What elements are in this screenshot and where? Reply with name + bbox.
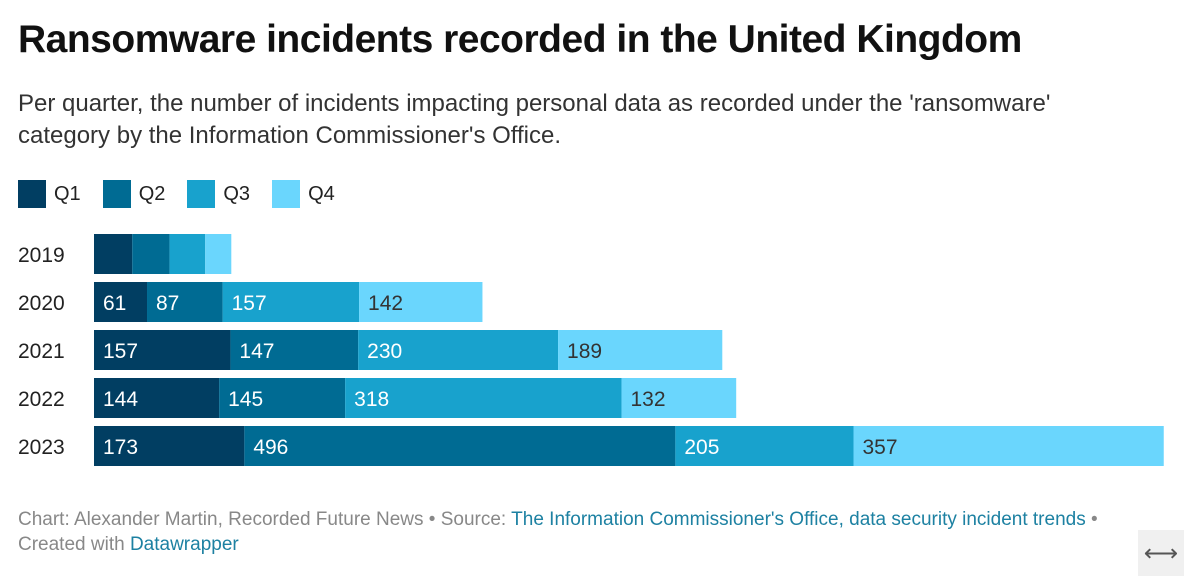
bar-2021-q3: [358, 330, 559, 370]
data-label: 189: [567, 340, 602, 363]
bar-2020-q3: [222, 282, 360, 322]
category-label: 2019: [18, 244, 65, 267]
bar-2019-q4: [205, 234, 232, 274]
category-label: 2020: [18, 292, 65, 315]
data-label: 318: [354, 388, 389, 411]
footer: Chart: Alexander Martin, Recorded Future…: [18, 507, 1118, 557]
datawrapper-link[interactable]: Datawrapper: [129, 534, 239, 555]
data-label: 147: [239, 340, 274, 363]
legend-item-q3: Q3: [187, 180, 250, 208]
bar-2023-q4: [853, 426, 1164, 466]
category-label: 2023: [18, 436, 65, 459]
data-label: 157: [232, 292, 267, 315]
legend: Q1 Q2 Q3 Q4: [18, 180, 335, 208]
bar-chart: 2019 2020 61 87 157 142 2021 157 147 230 189 2022 14…: [18, 234, 1164, 466]
bar-2021-q2: [230, 330, 359, 370]
data-label: 496: [253, 436, 288, 459]
data-label: 87: [156, 292, 179, 315]
created-text: • Created with: [18, 509, 1098, 555]
data-label: 132: [630, 388, 665, 411]
bar-2019-q2: [132, 234, 170, 274]
legend-label: Q1: [54, 182, 81, 205]
legend-item-q1: Q1: [18, 180, 81, 208]
category-label: 2021: [18, 340, 65, 363]
legend-swatch: [187, 180, 216, 208]
bar-2022-q1: [94, 378, 220, 418]
legend-item-q2: Q2: [102, 180, 166, 208]
chart-subtitle: Per quarter, the number of incidents imp…: [18, 90, 1051, 149]
data-label: 230: [367, 340, 402, 363]
source-link[interactable]: The Information Commissioner's Office, d…: [511, 509, 1086, 530]
bar-2023-q3: [675, 426, 854, 466]
chart-title: Ransomware incidents recorded in the Uni…: [18, 18, 1022, 61]
legend-label: Q2: [138, 182, 166, 205]
bar-2020-q4: [359, 282, 483, 322]
legend-swatch: [18, 180, 46, 208]
horizontal-arrows-icon[interactable]: ⟷: [1138, 530, 1184, 576]
legend-label: Q4: [308, 182, 335, 205]
bar-2022-q2: [219, 378, 346, 418]
bar-2023-q2: [244, 426, 676, 466]
bar-2023-q1: [94, 426, 245, 466]
legend-item-q4: Q4: [272, 180, 335, 208]
data-label: 144: [103, 388, 138, 411]
data-label: 205: [684, 436, 719, 459]
data-label: 173: [103, 436, 138, 459]
legend-swatch: [272, 180, 301, 208]
credit-text: Chart: Alexander Martin, Recorded Future…: [18, 509, 512, 530]
bar-2019-q3: [169, 234, 206, 274]
bar-2022-q3: [345, 378, 622, 418]
bar-2021-q1: [94, 330, 231, 370]
legend-swatch: [102, 180, 131, 208]
data-label: 157: [103, 340, 138, 363]
data-label: 145: [228, 388, 263, 411]
legend-label: Q3: [223, 182, 251, 205]
bar-2021-q4: [558, 330, 723, 370]
data-label: 357: [863, 436, 898, 459]
data-label: 61: [103, 292, 126, 315]
bar-2020-q1: [94, 282, 148, 322]
category-label: 2022: [18, 388, 65, 411]
data-label: 142: [368, 292, 403, 315]
bar-2019-q1: [94, 234, 133, 274]
bar-2020-q2: [147, 282, 223, 322]
bar-2022-q4: [621, 378, 737, 418]
